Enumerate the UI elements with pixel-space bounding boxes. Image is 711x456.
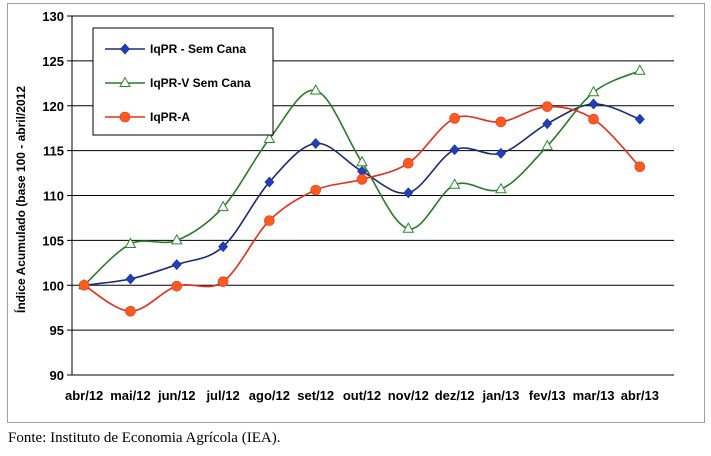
- data-point: [495, 182, 507, 194]
- x-tick-label: mai/12: [110, 388, 150, 403]
- line-chart: 90 95 100 105 110 115 120 125 130 abr/12 mai/12 ju…: [13, 9, 674, 403]
- data-point: [449, 113, 460, 124]
- data-point: [124, 237, 137, 248]
- legend: IqPR - Sem Cana IqPR-V Sem Cana IqPR-A: [92, 27, 274, 136]
- x-tick-label: mar/13: [573, 388, 615, 403]
- data-point: [356, 155, 368, 167]
- legend-swatch-marker: [119, 76, 131, 87]
- x-tick-labels: abr/12 mai/12 jun/12 jul/12 ago/12 set/12 out/…: [65, 388, 659, 403]
- y-tick-labels: 90 95 100 105 110 115 120 125 130: [42, 9, 64, 383]
- data-point: [496, 147, 506, 159]
- x-tick-label: abr/13: [621, 388, 659, 403]
- data-point: [495, 116, 507, 128]
- data-point: [263, 132, 276, 143]
- data-point: [403, 157, 414, 169]
- data-point: [541, 101, 553, 112]
- data-point: [171, 259, 182, 271]
- x-tick-label: fev/13: [529, 388, 566, 403]
- legend-item: IqPR - Sem Cana: [105, 42, 246, 56]
- x-tick-label: dez/12: [435, 388, 475, 403]
- source-note: Fonte: Instituto de Economia Agrícola (I…: [8, 430, 281, 446]
- data-point: [634, 113, 645, 125]
- series-2: [78, 64, 646, 290]
- data-point: [218, 241, 228, 253]
- series-line: [83, 105, 641, 313]
- legend-label: IqPR-V Sem Cana: [150, 76, 251, 90]
- y-axis-label: Índice Acumulado (base 100 - abril/2012: [13, 86, 28, 313]
- x-tick-label: abr/12: [65, 388, 103, 403]
- x-tick-label: jan/13: [481, 388, 519, 403]
- grid-lines: [67, 15, 674, 376]
- data-point: [633, 64, 646, 75]
- series-3: [78, 101, 646, 317]
- x-tick-label: out/12: [343, 388, 381, 403]
- axes: [71, 16, 674, 376]
- data-point: [171, 280, 183, 292]
- data-point: [449, 144, 460, 156]
- series-layer: [78, 64, 646, 317]
- data-point: [78, 279, 90, 291]
- data-point: [403, 187, 414, 199]
- legend-label: IqPR-A: [150, 110, 190, 124]
- data-point: [217, 276, 229, 287]
- legend-swatch-marker: [120, 43, 130, 55]
- y-tick-label: 130: [42, 9, 64, 24]
- data-point: [310, 184, 321, 196]
- data-point: [217, 200, 229, 212]
- data-point: [588, 98, 599, 110]
- data-point: [542, 118, 553, 130]
- y-tick-label: 95: [50, 323, 64, 338]
- legend-label: IqPR - Sem Cana: [150, 42, 246, 56]
- data-point: [264, 215, 275, 226]
- y-tick-label: 115: [43, 144, 64, 159]
- chart-frame: 90 95 100 105 110 115 120 125 130 abr/12 mai/12 ju…: [7, 3, 705, 423]
- legend-item: IqPR-V Sem Cana: [105, 76, 251, 90]
- data-point: [402, 222, 415, 233]
- data-point: [125, 305, 136, 317]
- x-tick-label: jul/12: [205, 388, 239, 403]
- y-tick-label: 125: [42, 54, 64, 69]
- data-point: [264, 176, 275, 188]
- x-tick-label: jun/12: [157, 388, 196, 403]
- data-point: [310, 137, 321, 149]
- data-point: [356, 174, 368, 185]
- legend-item: IqPR-A: [105, 110, 190, 124]
- legend-swatch-marker: [119, 111, 131, 123]
- x-tick-label: nov/12: [388, 388, 429, 403]
- y-tick-label: 110: [43, 189, 64, 204]
- data-point: [634, 161, 646, 173]
- data-point: [170, 233, 183, 245]
- data-point: [448, 178, 461, 189]
- data-point: [541, 139, 554, 151]
- x-tick-label: ago/12: [249, 388, 290, 403]
- y-tick-label: 100: [42, 278, 64, 293]
- data-point: [125, 273, 136, 285]
- data-point: [588, 113, 599, 125]
- y-tick-label: 90: [50, 368, 64, 383]
- data-point: [587, 85, 600, 97]
- y-tick-label: 105: [42, 233, 64, 248]
- x-tick-label: set/12: [297, 388, 334, 403]
- data-point: [309, 83, 322, 95]
- y-tick-label: 120: [42, 99, 64, 114]
